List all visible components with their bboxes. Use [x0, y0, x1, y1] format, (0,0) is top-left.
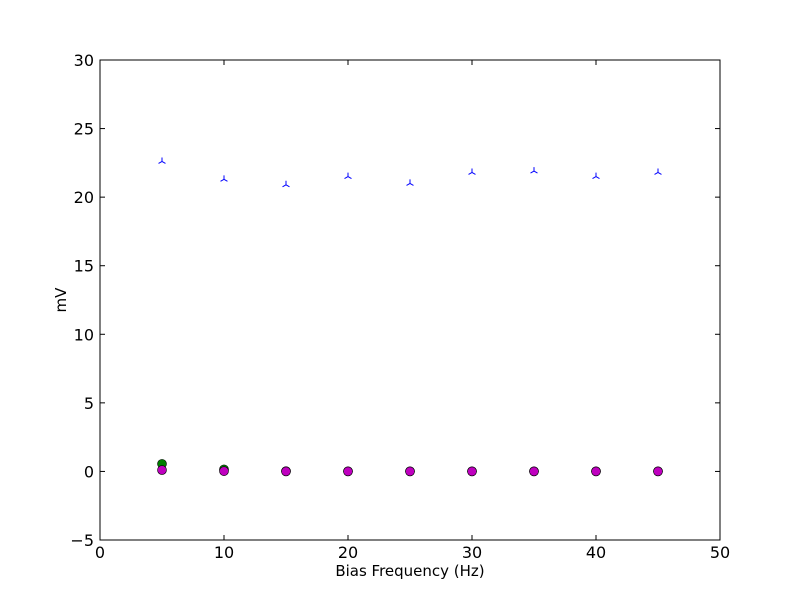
data-point [219, 466, 229, 476]
y-tick-label: 25 [74, 120, 94, 139]
data-point [343, 466, 353, 477]
y-tick-label: 10 [74, 325, 94, 344]
x-tick-label: 20 [338, 543, 358, 562]
series-3 [157, 465, 663, 477]
y-tick-label: 5 [84, 394, 94, 413]
data-point [468, 168, 476, 175]
data-point [592, 172, 600, 180]
data-point [406, 179, 414, 186]
x-tick-label: 50 [710, 543, 730, 562]
data-point [653, 466, 663, 477]
y-tick-label: 30 [74, 51, 94, 70]
x-axis-label: Bias Frequency (Hz) [335, 562, 484, 580]
x-tick-label: 30 [462, 543, 482, 562]
x-tick-label: 0 [95, 543, 105, 562]
series-1 [158, 157, 662, 188]
data-point [405, 466, 415, 477]
data-point [529, 466, 539, 477]
data-point [158, 157, 166, 164]
data-point [281, 466, 291, 477]
data-point [157, 465, 167, 475]
y-tick-label: 0 [84, 462, 94, 481]
data-point [530, 167, 538, 174]
data-point [220, 175, 228, 182]
y-tick-label: 15 [74, 257, 94, 276]
data-point [467, 466, 477, 477]
plot-frame [99, 59, 721, 541]
data-point [344, 172, 352, 180]
data-point [654, 168, 662, 175]
x-tick-label: 40 [586, 543, 606, 562]
data-marks [157, 157, 663, 477]
x-tick-label: 10 [214, 543, 234, 562]
y-axis-label: mV [52, 287, 70, 313]
y-tick-label: −5 [70, 531, 94, 550]
data-point [591, 466, 601, 477]
y-tick-label: 20 [74, 188, 94, 207]
data-point [282, 180, 290, 188]
